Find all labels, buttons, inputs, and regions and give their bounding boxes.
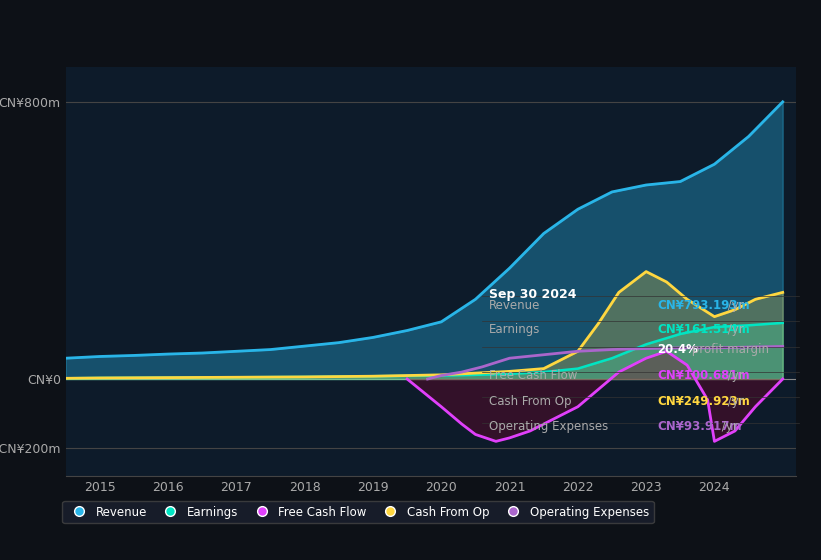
Text: CN¥793.193m: CN¥793.193m [658,299,750,312]
Text: /yr: /yr [724,369,744,382]
Text: Revenue: Revenue [489,299,540,312]
Text: Operating Expenses: Operating Expenses [489,421,608,433]
Text: CN¥93.917m: CN¥93.917m [658,421,741,433]
Text: profit margin: profit margin [687,343,768,356]
Text: Cash From Op: Cash From Op [489,395,571,408]
Text: Free Cash Flow: Free Cash Flow [489,369,577,382]
Text: CN¥100.681m: CN¥100.681m [658,369,750,382]
Text: /yr: /yr [718,421,737,433]
Text: Earnings: Earnings [489,323,540,336]
Text: /yr: /yr [724,299,744,312]
Text: CN¥161.514m: CN¥161.514m [658,323,750,336]
Text: /yr: /yr [724,395,744,408]
Text: Sep 30 2024: Sep 30 2024 [489,288,576,301]
Text: 20.4%: 20.4% [658,343,698,356]
Legend: Revenue, Earnings, Free Cash Flow, Cash From Op, Operating Expenses: Revenue, Earnings, Free Cash Flow, Cash … [62,501,654,523]
Text: CN¥249.923m: CN¥249.923m [658,395,750,408]
Text: /yr: /yr [724,323,744,336]
